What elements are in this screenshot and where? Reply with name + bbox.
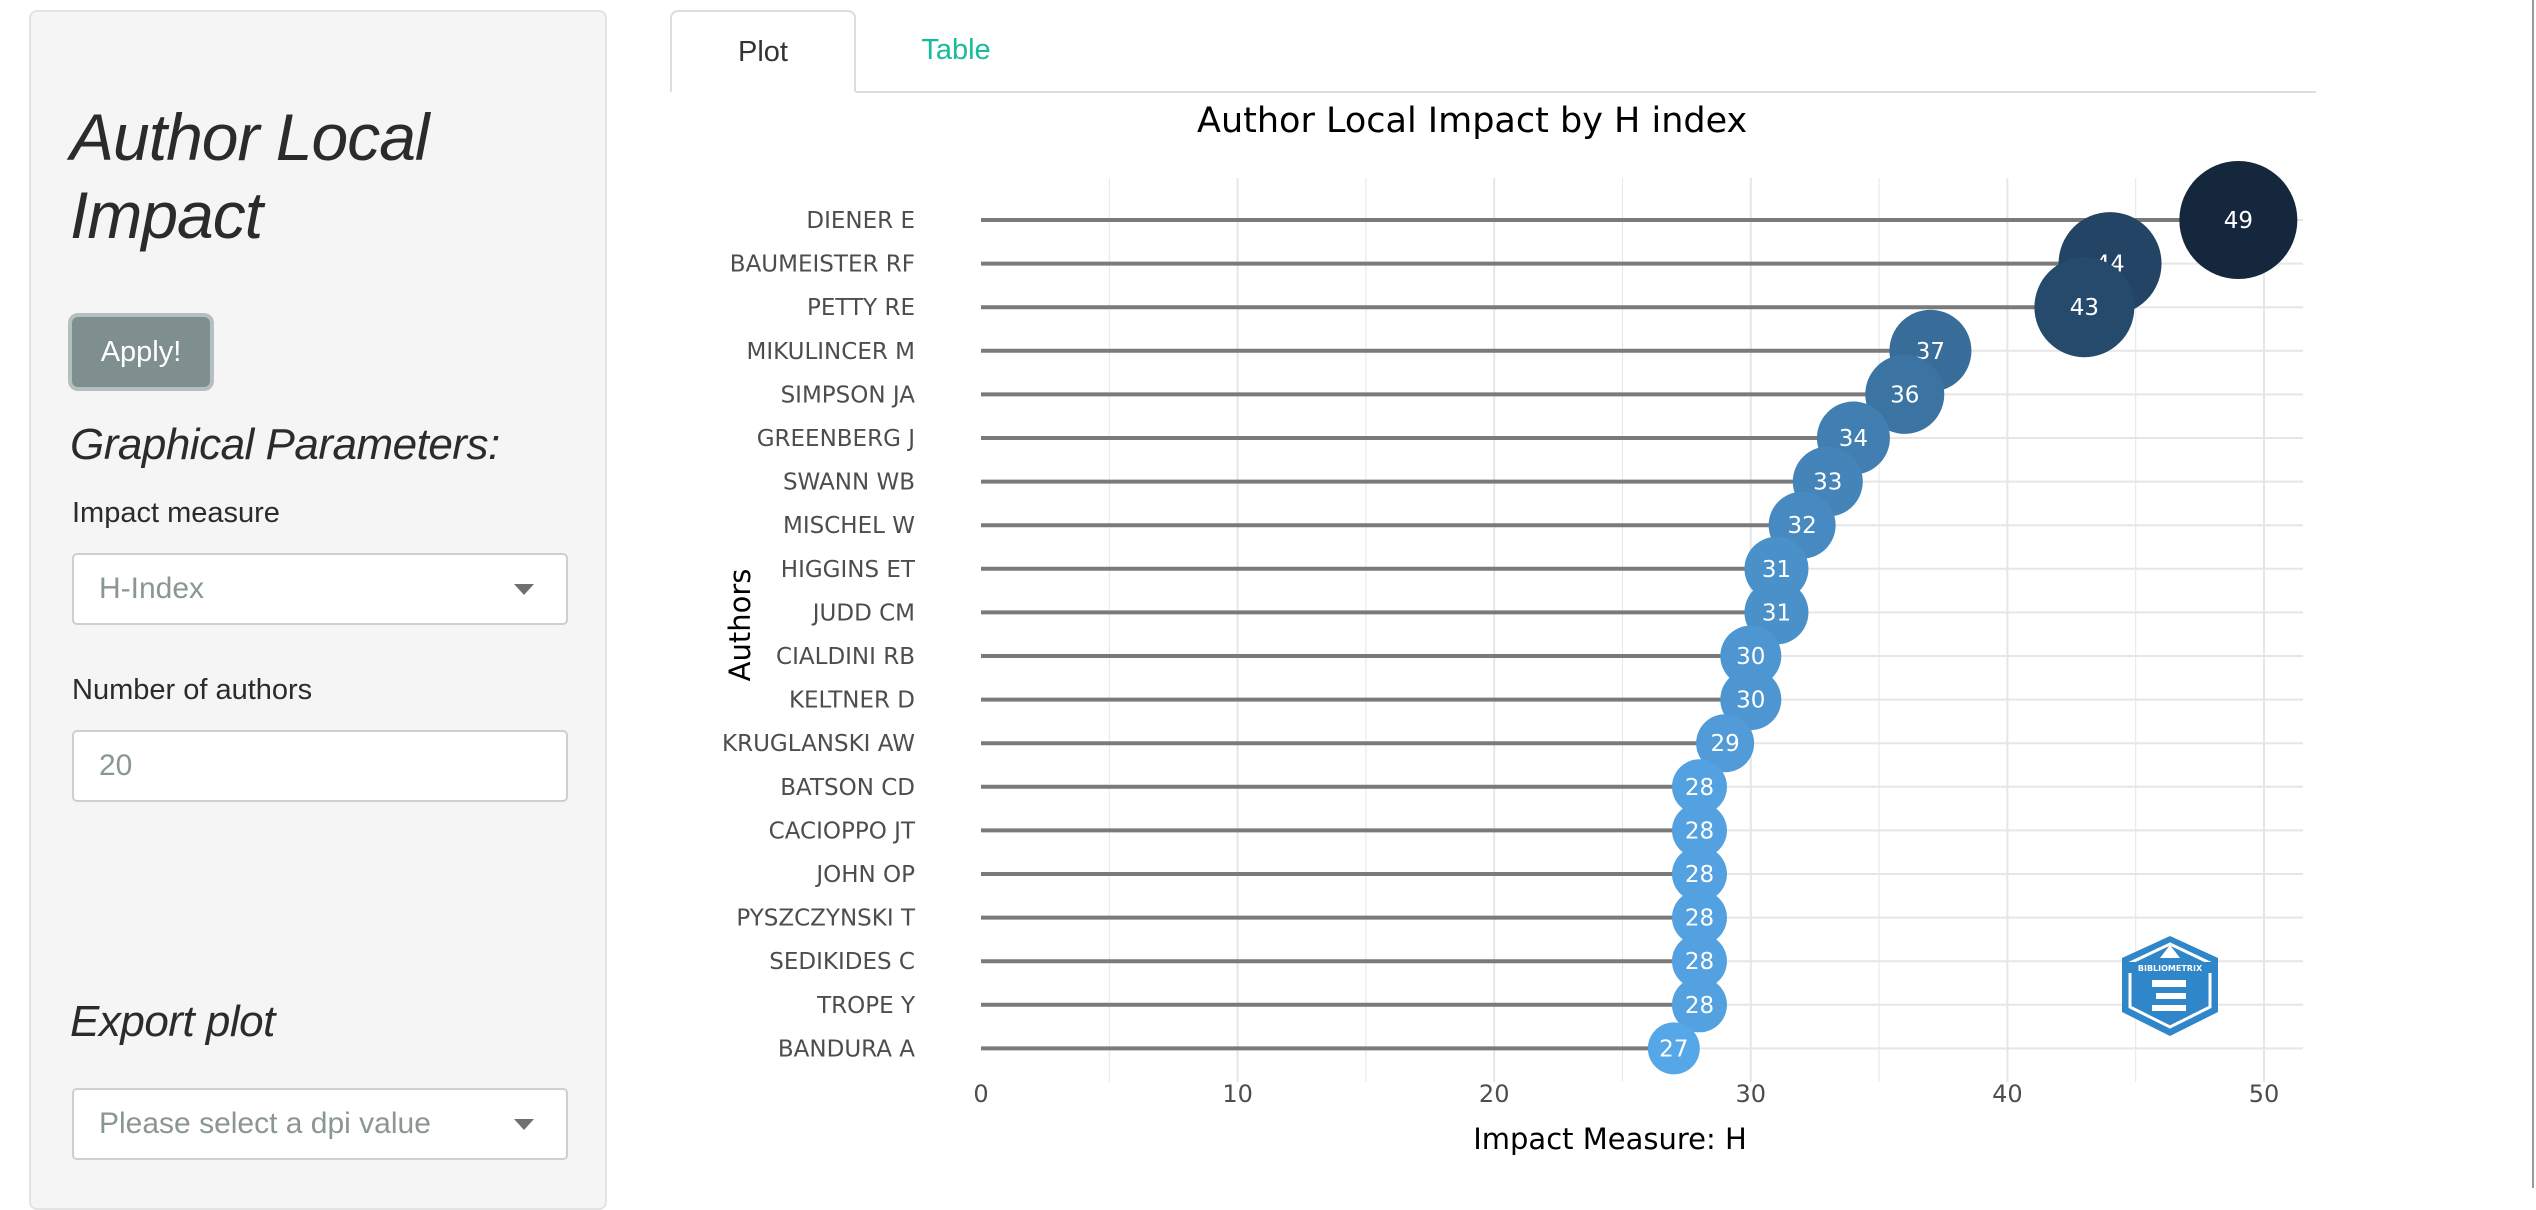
data-label: 28 xyxy=(1685,949,1714,975)
y-axis-label: Authors xyxy=(723,569,757,682)
x-tick-label: 50 xyxy=(2249,1080,2280,1108)
chart-x-ticks: 0 10 20 30 40 50 xyxy=(973,1080,2279,1108)
author-label: MISCHEL W xyxy=(783,513,915,539)
data-point xyxy=(1671,759,1727,815)
author-label: KELTNER D xyxy=(789,688,915,714)
data-label: 33 xyxy=(1813,470,1842,496)
dpi-placeholder: Please select a dpi value xyxy=(99,1107,431,1140)
data-label: 27 xyxy=(1659,1036,1688,1062)
data-point xyxy=(2179,161,2298,279)
x-tick-label: 30 xyxy=(1736,1080,1767,1108)
data-point xyxy=(1696,714,1755,773)
author-label: SIMPSON JA xyxy=(781,382,916,408)
tab-table[interactable]: Table xyxy=(921,34,991,66)
chart-author-labels: DIENER E BAUMEISTER RF PETTY RE MIKULINCER … xyxy=(722,208,916,1062)
author-label: HIGGINS ET xyxy=(781,557,916,583)
author-label: TROPE Y xyxy=(816,993,916,1019)
data-label: 31 xyxy=(1762,557,1791,583)
data-point xyxy=(1671,846,1727,902)
data-label: 28 xyxy=(1685,775,1714,801)
chart-bubbles: 4944433736343332313130302928282828282827 xyxy=(1647,161,2298,1075)
author-label: SEDIKIDES C xyxy=(769,949,915,975)
chart-title: Author Local Impact by H index xyxy=(1197,101,1747,141)
data-point xyxy=(1865,354,1945,434)
data-point xyxy=(1671,802,1727,858)
author-label: BANDURA A xyxy=(778,1036,915,1062)
impact-measure-label: Impact measure xyxy=(72,497,280,529)
apply-button[interactable]: Apply! xyxy=(68,313,214,391)
data-label: 28 xyxy=(1685,862,1714,888)
logo-text: BIBLIOMETRIX xyxy=(2138,964,2203,973)
chevron-down-icon xyxy=(514,1119,534,1130)
data-label: 28 xyxy=(1685,906,1714,932)
x-tick-label: 20 xyxy=(1479,1080,1510,1108)
impact-measure-select[interactable]: H-Index xyxy=(72,553,568,625)
sidebar-title: Author Local Impact xyxy=(70,100,430,252)
author-label: PETTY RE xyxy=(807,295,915,321)
graphical-parameters-heading: Graphical Parameters: xyxy=(70,420,500,469)
data-label: 30 xyxy=(1736,644,1765,670)
data-label: 28 xyxy=(1685,993,1714,1019)
author-label: JOHN OP xyxy=(814,862,915,888)
chart-stems xyxy=(981,218,2239,1051)
bibliometrix-logo: BIBLIOMETRIX xyxy=(2122,936,2218,1036)
x-tick-label: 40 xyxy=(1992,1080,2023,1108)
author-label: CACIOPPO JT xyxy=(769,818,916,844)
chevron-down-icon xyxy=(514,584,534,595)
window-edge xyxy=(2532,0,2534,1188)
number-of-authors-value: 20 xyxy=(99,749,133,782)
data-point xyxy=(2034,257,2135,358)
data-label: 36 xyxy=(1890,382,1919,408)
dpi-select[interactable]: Please select a dpi value xyxy=(72,1088,568,1160)
author-label: BATSON CD xyxy=(780,775,915,801)
data-label: 31 xyxy=(1762,600,1791,626)
author-label: GREENBERG J xyxy=(757,426,915,452)
author-label: PYSZCZYNSKI T xyxy=(736,906,916,932)
impact-measure-value: H-Index xyxy=(99,572,205,605)
data-label: 29 xyxy=(1710,731,1739,757)
data-label: 32 xyxy=(1787,513,1816,539)
data-point xyxy=(1671,890,1727,946)
number-of-authors-label: Number of authors xyxy=(72,674,313,706)
author-label: CIALDINI RB xyxy=(776,644,915,670)
author-label: JUDD CM xyxy=(811,600,915,626)
author-label: SWANN WB xyxy=(783,470,915,496)
data-label: 28 xyxy=(1685,818,1714,844)
tab-plot[interactable]: Plot xyxy=(670,10,856,93)
data-point xyxy=(1647,1022,1700,1075)
data-point xyxy=(1671,933,1727,989)
tab-bar: Plot Table xyxy=(670,10,2316,93)
lollipop-chart: Author Local Impact by H index 494443373… xyxy=(722,101,2303,1156)
author-label: MIKULINCER M xyxy=(747,339,915,365)
x-tick-label: 10 xyxy=(1222,1080,1253,1108)
data-point xyxy=(1671,977,1727,1033)
data-label: 49 xyxy=(2224,208,2253,234)
export-plot-heading: Export plot xyxy=(70,997,275,1046)
x-tick-label: 0 xyxy=(973,1080,988,1108)
author-label: BAUMEISTER RF xyxy=(730,252,915,278)
data-point xyxy=(1720,625,1782,687)
author-label: KRUGLANSKI AW xyxy=(722,731,915,757)
data-point xyxy=(1720,669,1782,731)
data-label: 34 xyxy=(1839,426,1868,452)
author-label: DIENER E xyxy=(806,208,915,234)
x-axis-label: Impact Measure: H xyxy=(1473,1122,1747,1156)
number-of-authors-input[interactable]: 20 xyxy=(72,730,568,802)
data-label: 30 xyxy=(1736,688,1765,714)
data-label: 43 xyxy=(2070,295,2099,321)
